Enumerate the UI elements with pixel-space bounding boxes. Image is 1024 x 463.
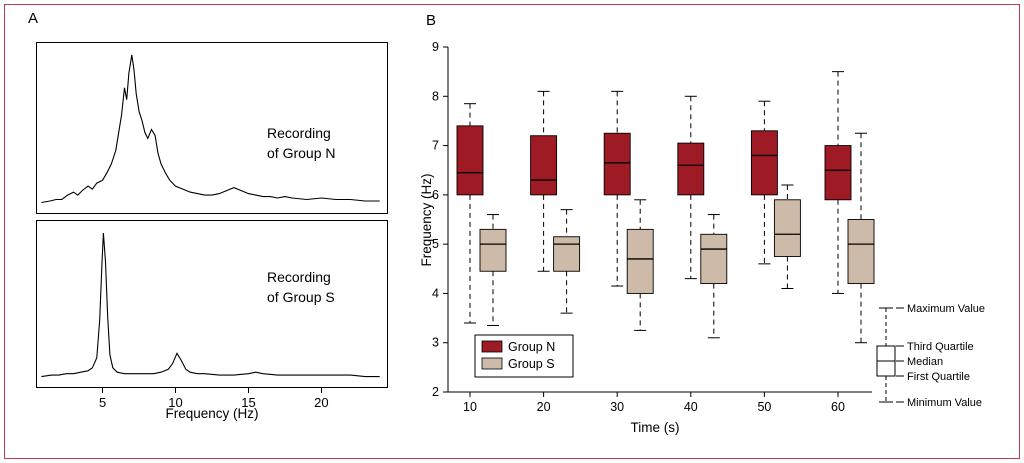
y-axis-title: Frequency (Hz) [419, 173, 434, 266]
panel-b-label: B [426, 12, 437, 29]
x-tick-mark [175, 388, 177, 393]
box [824, 145, 852, 201]
annotation-glyph [876, 307, 896, 403]
y-tick-label: 9 [432, 40, 439, 54]
box [750, 130, 778, 196]
legend-swatch [481, 340, 503, 353]
boxplot-chart: 2 3 4 5 6 7 8 9 10 20 30 40 50 60 Group N Group S Time (… [419, 40, 875, 435]
x-tick-label: 50 [757, 400, 771, 414]
legend-swatch [481, 357, 503, 370]
y-tick-label: 6 [432, 188, 439, 202]
box [530, 135, 558, 196]
x-tick-mark [320, 388, 322, 393]
spectrum-curve-group-n-svg [41, 54, 380, 204]
annotation-label: Minimum Value [907, 397, 982, 409]
x-tick-label: 30 [610, 400, 624, 414]
spectrum-curve-group-s-svg [41, 232, 380, 378]
y-tick-label: 7 [432, 139, 439, 153]
box [479, 228, 507, 272]
y-tick-label: 2 [432, 385, 439, 399]
x-tick-label: 10 [463, 400, 477, 414]
box [677, 142, 705, 196]
legend-label: Group N [508, 340, 555, 354]
y-axis-ticks: 2 3 4 5 6 7 8 9 [432, 40, 448, 399]
recording-label-group-n: Recording of Group N [267, 125, 336, 162]
recording-label-group-s: Recording of Group S [267, 269, 335, 306]
annotation-label: Third Quartile [907, 341, 974, 353]
spectrum-line [41, 232, 380, 378]
box [603, 132, 631, 196]
spectrum-plot-group-s: Recording of Group S [36, 220, 388, 388]
box [553, 236, 581, 272]
spectrum-x-axis-label: Frequency (Hz) [165, 406, 259, 421]
spectrum-line [41, 54, 380, 204]
boxes-group-n [456, 71, 852, 324]
annotation-label: Maximum Value [907, 303, 985, 315]
axes [447, 47, 872, 393]
x-tick-label: 20 [537, 400, 551, 414]
boxplot-annotation-legend: Maximum Value Third Quartile Median First Q… [876, 303, 985, 409]
box [773, 199, 801, 257]
legend: Group N Group S [474, 334, 574, 378]
y-tick-label: 8 [432, 89, 439, 103]
spectrum-plot-group-n: Recording of Group N [36, 42, 388, 214]
box [847, 219, 875, 285]
boxes-group-s [479, 132, 875, 344]
x-axis-ticks: 10 20 30 40 50 60 [463, 392, 845, 414]
y-tick-label: 5 [432, 237, 439, 251]
x-tick-label: 20 [314, 395, 329, 410]
spectrum-x-axis-ticks: 5 10 15 20 [36, 388, 388, 418]
annotation-label: Median [907, 356, 943, 368]
box [626, 228, 654, 294]
annotation-label: First Quartile [907, 371, 970, 383]
box [700, 233, 728, 285]
x-tick-label: 5 [99, 395, 107, 410]
panel-a-label: A [28, 10, 39, 27]
x-tick-label: 60 [831, 400, 845, 414]
annotation-labels: Maximum Value Third Quartile Median First Q… [896, 303, 985, 409]
x-tick-mark [102, 388, 104, 393]
y-tick-label: 4 [432, 286, 439, 300]
x-axis-title: Time (s) [631, 420, 680, 435]
x-tick-label: 10 [168, 395, 183, 410]
x-tick-mark [247, 388, 249, 393]
box [456, 125, 484, 196]
x-tick-label: 15 [241, 395, 256, 410]
legend-label: Group S [508, 357, 555, 371]
y-tick-label: 3 [432, 336, 439, 350]
x-tick-label: 40 [684, 400, 698, 414]
